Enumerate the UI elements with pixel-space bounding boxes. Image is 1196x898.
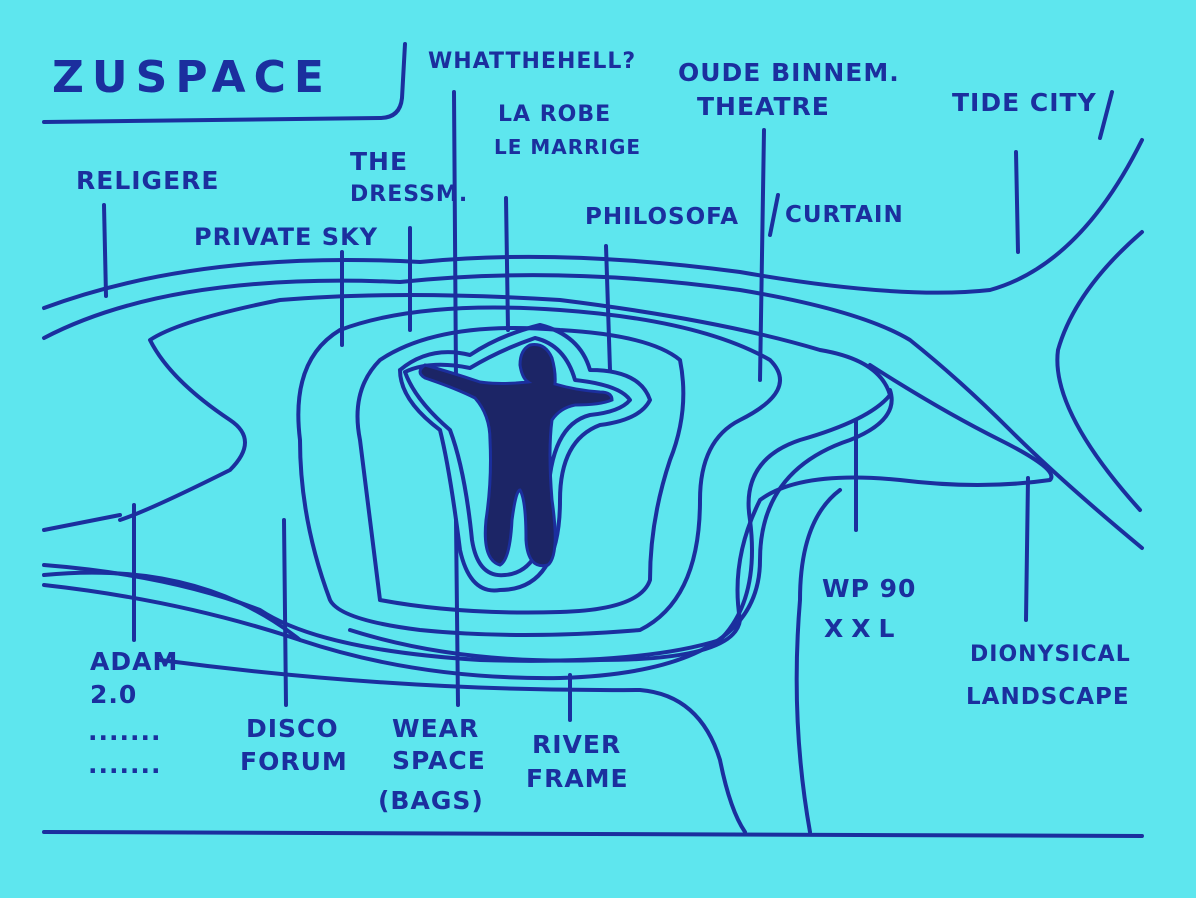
leader-dionysical <box>1024 476 1030 622</box>
label-landscape: LANDSCAPE <box>966 684 1130 710</box>
label-le-marriage: LE MARRIGE <box>494 135 642 159</box>
contour-loop-4 <box>42 513 122 532</box>
human-figure <box>418 343 614 568</box>
river-line-top <box>42 570 302 642</box>
label-adam: ADAM <box>90 647 179 676</box>
label-wp90: WP 90 <box>822 574 917 603</box>
leader-whatthehell <box>452 90 458 382</box>
leader-theatre <box>758 128 766 382</box>
leader-philosofa <box>604 244 612 372</box>
label-la-robe: LA ROBE <box>498 102 612 127</box>
label-dressm: DRESSM. <box>350 182 469 207</box>
label-space: SPACE <box>392 746 486 775</box>
label-forum: FORUM <box>240 747 348 776</box>
diagram-title: ZUSPACE <box>52 52 332 103</box>
label-xxl: XXL <box>824 614 903 643</box>
label-dionysical: DIONYSICAL <box>970 642 1131 667</box>
label-dots-1: ....... <box>88 717 162 746</box>
leader-wear <box>454 518 460 707</box>
river-line-1 <box>158 658 747 834</box>
label-tide-city: TIDE CITY <box>952 88 1097 117</box>
label-wear: WEAR <box>392 714 480 743</box>
contour-loop-3 <box>42 388 894 681</box>
label-oude-binnen: OUDE BINNEM. <box>678 58 900 87</box>
leader-disco <box>282 518 288 707</box>
label-dots-2: ....... <box>88 750 162 779</box>
contour-loop-1 <box>355 326 686 615</box>
label-bags: (BAGS) <box>378 786 484 815</box>
leader-religere <box>102 203 108 298</box>
contour-loop-5 <box>42 293 892 663</box>
contour-outer-top <box>42 138 1144 310</box>
contour-top-2 <box>42 273 1144 550</box>
leader-curtain <box>768 193 780 237</box>
label-theatre: THEATRE <box>697 92 830 121</box>
label-philosofa: PHILOSOFA <box>585 204 740 230</box>
river-line-2 <box>794 488 842 834</box>
contour-inner-1 <box>403 336 632 578</box>
leader-tide-city <box>1014 150 1020 254</box>
label-religere: RELIGERE <box>76 166 220 195</box>
leader-tide-city-2 <box>1098 90 1114 140</box>
label-the: THE <box>350 147 409 176</box>
label-frame: FRAME <box>526 764 629 793</box>
label-river: RIVER <box>532 730 622 759</box>
title-frame <box>42 42 407 124</box>
contour-loop-2 <box>296 305 782 637</box>
leader-la-robe <box>504 196 510 332</box>
label-what-the-hell: WHATTHEHELL? <box>428 49 637 74</box>
label-private-sky: PRIVATE SKY <box>194 223 379 251</box>
label-disco: DISCO <box>246 714 339 743</box>
label-curtain: CURTAIN <box>785 202 904 228</box>
baseline <box>42 830 1144 838</box>
contour-right-lobe <box>1055 230 1144 512</box>
contour-inner-2 <box>398 323 652 593</box>
label-adam-version: 2.0 <box>90 680 138 709</box>
